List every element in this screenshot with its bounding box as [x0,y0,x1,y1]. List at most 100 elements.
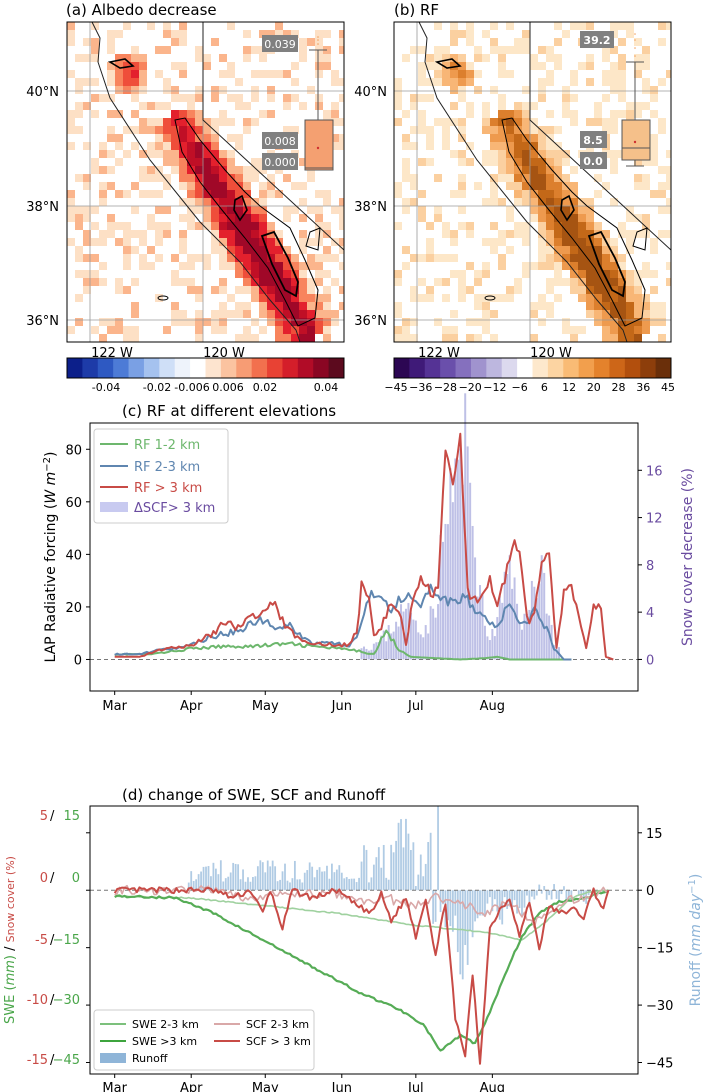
map-cell [538,190,546,198]
map-cell [546,54,554,62]
map-cell [291,182,299,190]
scf-bar [538,583,541,660]
map-cell [219,262,227,270]
map-cell [642,182,650,190]
map-cell [538,46,546,54]
scf-bar [555,639,558,660]
map-cell [307,302,315,310]
map-cell [123,62,131,70]
map-cell [474,270,482,278]
runoff-bar [493,890,496,900]
map-cell [171,310,179,318]
panel-d-scf-tick: 5 [40,809,48,824]
map-cell [75,254,83,262]
runoff-bar [382,844,385,891]
panel-a-lon-tick-122: 122 W [91,346,133,361]
map-cell [610,286,618,294]
runoff-bar [449,890,452,927]
map-cell [171,38,179,46]
map-cell [307,294,315,302]
map-cell [83,38,91,46]
map-cell [243,334,251,342]
map-cell [115,54,123,62]
map-cell [466,38,474,46]
map-cell [562,110,570,118]
map-cell [323,54,331,62]
map-cell [522,182,530,190]
scf-bar [523,613,526,660]
panel-b-title: (b) RF [394,1,439,19]
map-cell [195,206,203,214]
map-cell [482,110,490,118]
map-cell [426,54,434,62]
map-cell [650,310,658,318]
map-cell [634,62,642,70]
map-cell [586,214,594,222]
map-cell [163,78,171,86]
map-cell [203,254,211,262]
map-cell [139,150,147,158]
map-cell [283,30,291,38]
map-cell [562,246,570,254]
map-cell [267,182,275,190]
map-cell [267,286,275,294]
map-cell [179,230,187,238]
map-cell [339,78,344,86]
map-cell [83,230,91,238]
runoff-bar [498,890,501,920]
scf-bar [424,625,427,660]
map-cell [442,70,450,78]
map-cell [187,166,195,174]
runoff-bar [395,840,397,891]
map-cell [187,214,195,222]
map-cell [251,46,259,54]
colorbar-b-segment [578,358,595,378]
map-cell [410,174,418,182]
legend-d-swatch-runoff [100,1053,126,1063]
runoff-bar [276,881,279,891]
map-cell [514,110,522,118]
map-cell [251,174,259,182]
map-cell [315,326,323,334]
map-cell [339,30,344,38]
map-cell [586,238,594,246]
scf-bar [543,572,546,660]
scf-bar [533,586,536,660]
map-cell [450,150,458,158]
map-cell [219,310,227,318]
panel-b-max-label: 39.2 [583,34,610,47]
panel-c-ytick: 0 [74,653,82,668]
map-cell [538,126,546,134]
map-cell [131,278,139,286]
map-cell [642,86,650,94]
map-cell [267,246,275,254]
scf-bar [483,625,486,660]
map-cell [466,78,474,86]
runoff-bar [471,890,474,938]
map-cell [402,134,410,142]
scf-bar [432,608,435,660]
colorbar-b-segment [394,358,410,378]
map-cell [123,262,131,270]
map-cell [602,254,610,262]
map-cell [211,318,219,326]
map-cell [498,102,506,110]
map-cell [594,222,602,230]
panel-b-cbar-tick: 6 [541,381,548,394]
map-cell [530,214,538,222]
map-cell [227,166,235,174]
map-cell [187,222,195,230]
map-cell [67,198,75,206]
map-cell [147,22,155,30]
map-cell [195,334,203,342]
map-cell [474,86,482,94]
map-cell [618,78,626,86]
map-cell [243,174,251,182]
map-cell [578,294,586,302]
map-cell [211,142,219,150]
map-cell [291,262,299,270]
map-cell [490,142,498,150]
map-cell [235,230,243,238]
map-cell [323,302,331,310]
map-cell [195,126,203,134]
